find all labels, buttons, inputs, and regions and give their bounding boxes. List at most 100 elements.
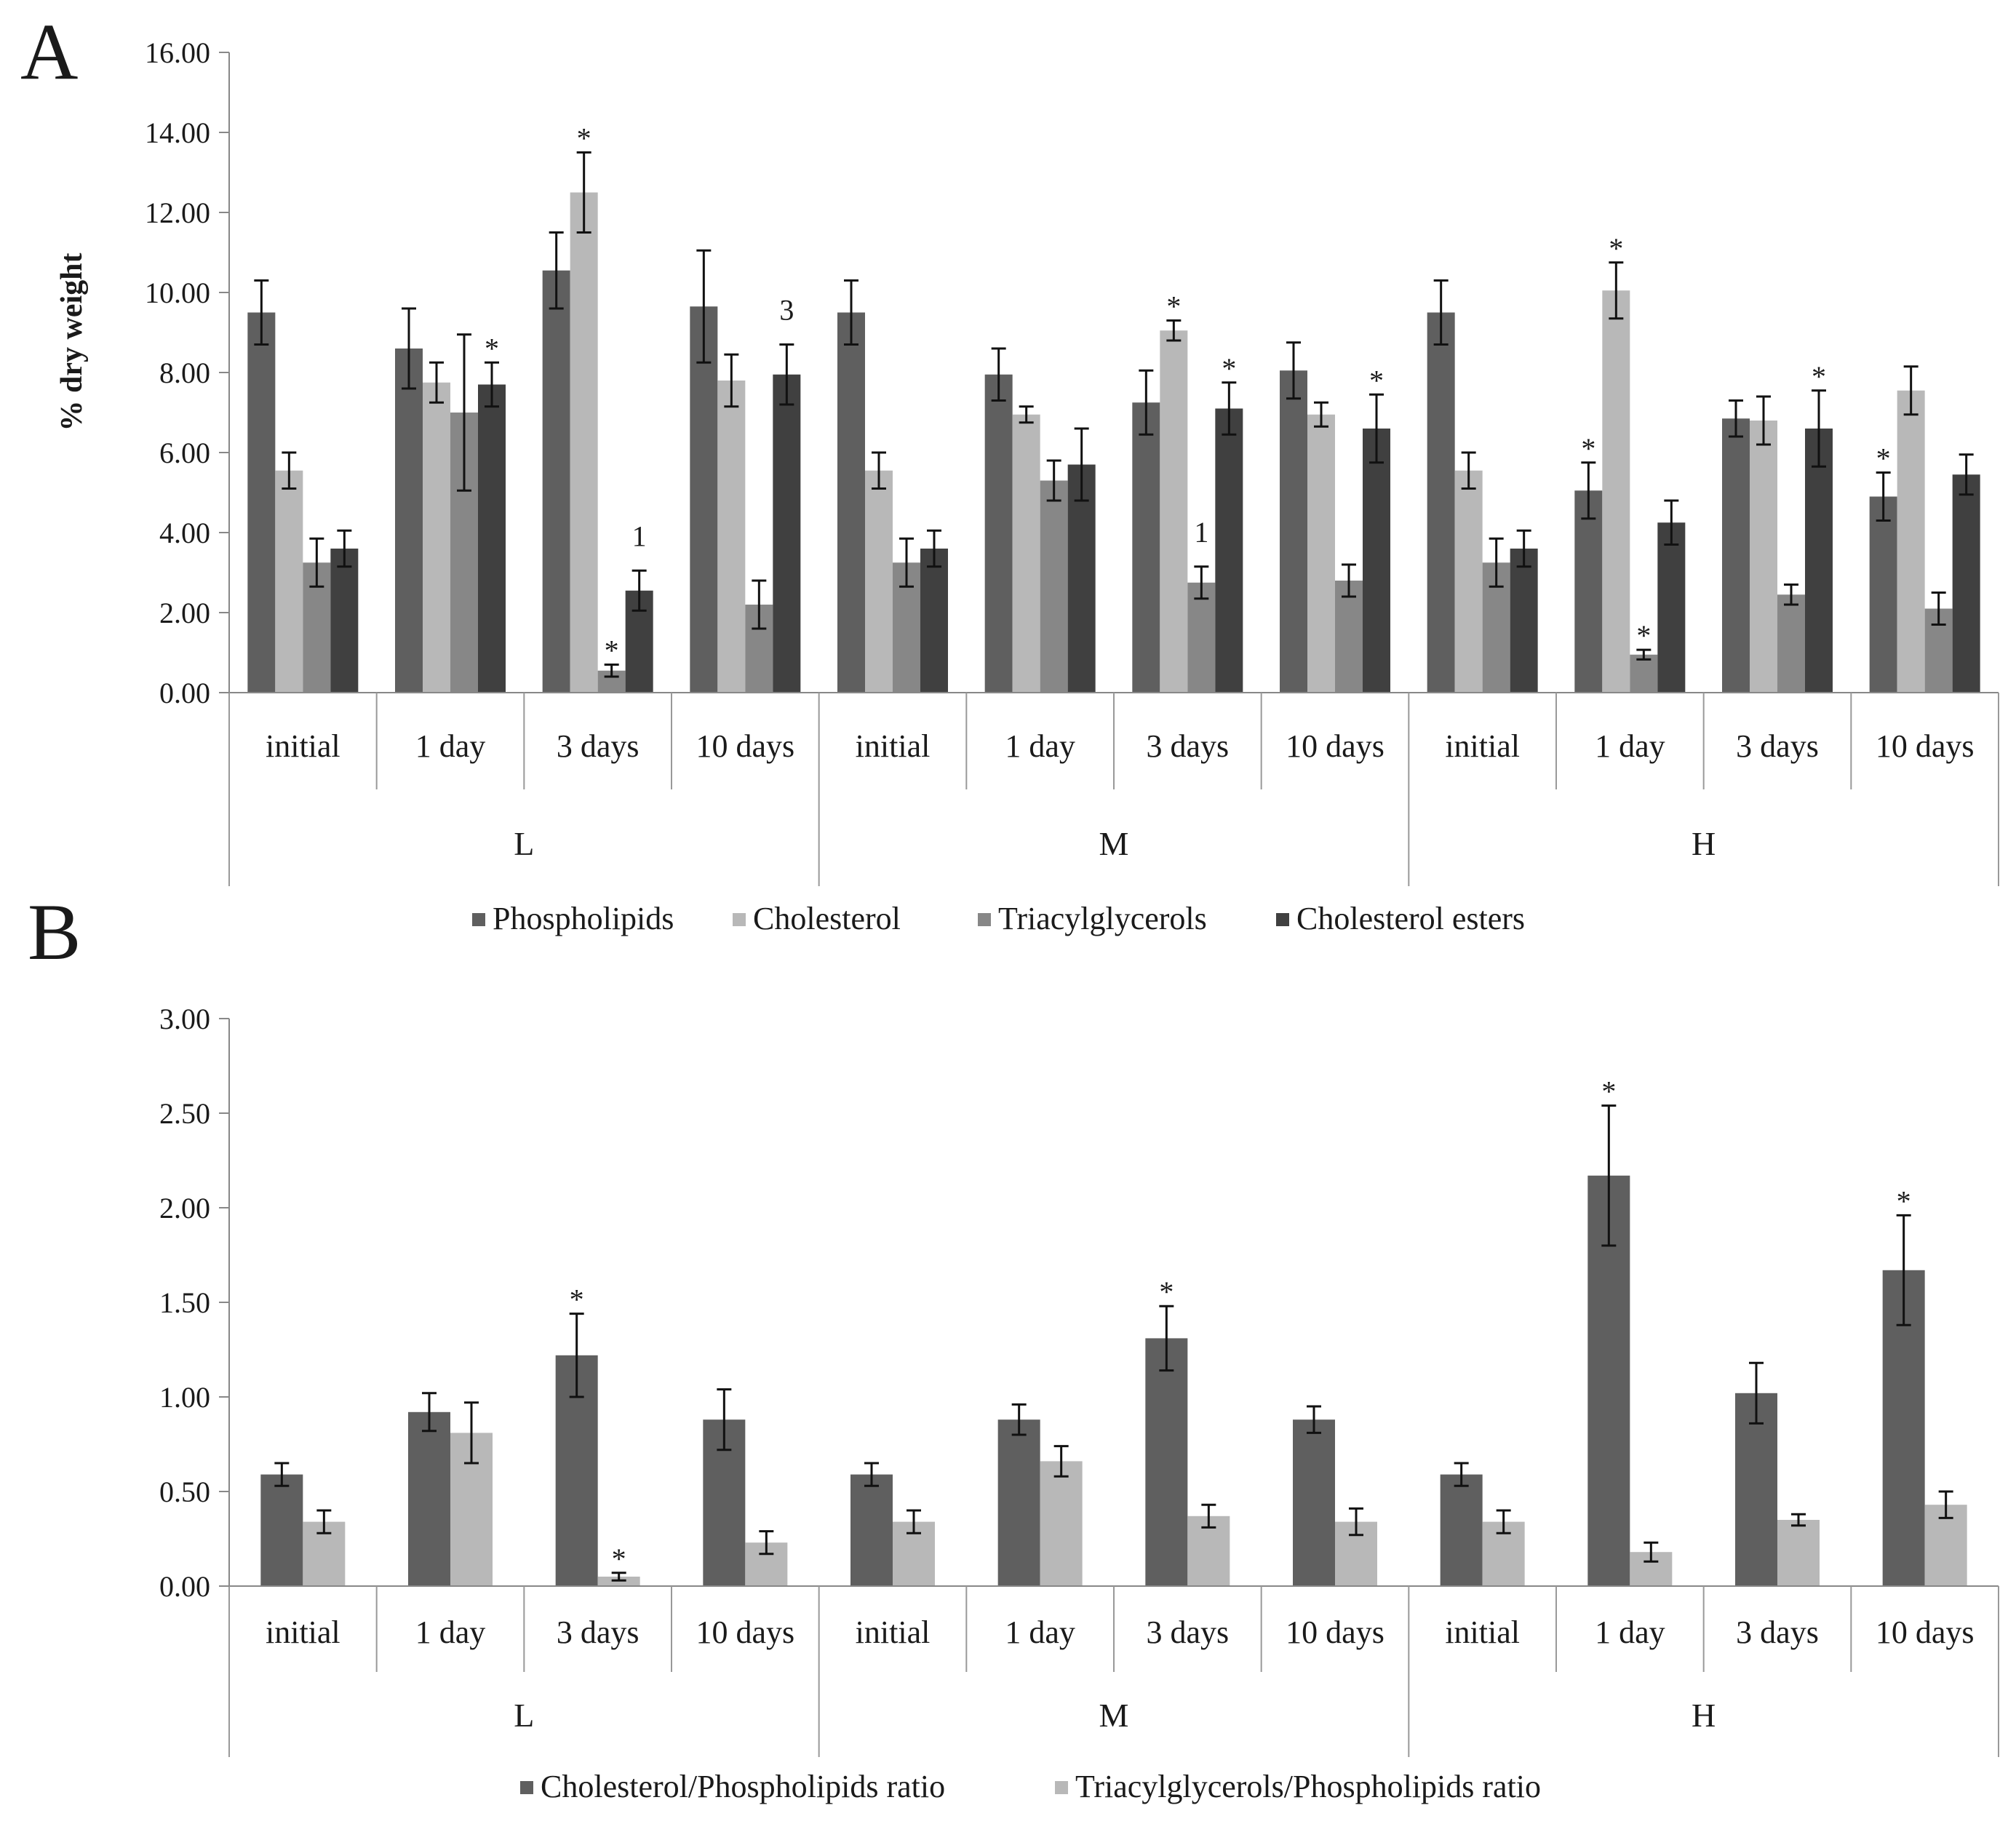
bar xyxy=(984,374,1013,693)
significance-marker: * xyxy=(1897,1184,1911,1217)
bar xyxy=(1012,414,1040,693)
panel-b-legend: Cholesterol/Phospholipids ratio Triacylgl… xyxy=(520,1769,1541,1804)
bar xyxy=(1750,421,1777,693)
bar xyxy=(865,470,893,693)
panel-b-axes xyxy=(228,1019,1999,1757)
category-label: initial xyxy=(856,1614,931,1650)
bar xyxy=(1187,582,1216,693)
bar xyxy=(1335,581,1363,693)
panel-a-y-ticks: 0.00 2.00 4.00 6.00 8.00 10.00 12.00 14.00 16.00 xyxy=(145,36,229,709)
legend-swatch xyxy=(1276,913,1289,926)
significance-marker: 1 xyxy=(632,519,647,552)
significance-marker: * xyxy=(1609,232,1623,265)
significance-marker: * xyxy=(485,332,499,365)
bar xyxy=(690,306,718,693)
panel-b: B 0.00 0.50 1.00 1.50 2.00 2.50 3.00 initial 1 … xyxy=(28,888,1999,1804)
legend-label: Cholesterol xyxy=(753,901,901,936)
panel-a-y-axis-title: % dry weight xyxy=(55,253,89,431)
category-label: 1 day xyxy=(415,728,486,764)
y-tick-label: 6.00 xyxy=(159,437,210,469)
bar xyxy=(478,384,506,693)
bar xyxy=(1160,330,1188,693)
panel-b-letter: B xyxy=(28,888,81,976)
significance-marker: * xyxy=(570,1283,584,1316)
bar xyxy=(1440,1474,1483,1586)
y-tick-label: 0.50 xyxy=(159,1475,210,1508)
bar xyxy=(1145,1338,1188,1586)
category-label: 1 day xyxy=(1595,1614,1665,1650)
y-tick-label: 16.00 xyxy=(145,36,210,69)
legend-swatch xyxy=(1055,1781,1068,1794)
bar xyxy=(1805,429,1833,693)
group-label: H xyxy=(1692,1697,1716,1734)
panel-b-bars xyxy=(260,1104,1967,1586)
bar xyxy=(247,312,276,693)
bar xyxy=(1897,390,1925,693)
panel-a-letter: A xyxy=(20,7,78,96)
bar xyxy=(1630,654,1658,693)
group-label: L xyxy=(514,825,534,862)
significance-marker: * xyxy=(1369,364,1384,397)
y-tick-label: 14.00 xyxy=(145,116,210,149)
y-tick-label: 3.00 xyxy=(159,1003,210,1035)
panel-a-bars xyxy=(247,151,1980,693)
y-tick-label: 0.00 xyxy=(159,1570,210,1603)
panel-a: A % dry weight 0.002.004.006.008.0010.00… xyxy=(20,7,1999,936)
category-label: 1 day xyxy=(1005,1614,1075,1650)
category-label: 10 days xyxy=(1286,1614,1384,1650)
category-label: 3 days xyxy=(557,728,640,764)
category-label: 3 days xyxy=(557,1614,640,1650)
significance-marker: 3 xyxy=(779,294,794,327)
panel-b-annotations: * * * * * xyxy=(570,1075,1911,1575)
bar xyxy=(1777,594,1805,693)
bar xyxy=(423,382,450,693)
bar xyxy=(1510,549,1538,693)
category-label: 10 days xyxy=(696,728,795,764)
bar xyxy=(997,1419,1040,1586)
category-label: initial xyxy=(1445,1614,1520,1650)
panel-a-x-categories: initial 1 day 3 days 10 days initial 1 day 3 d… xyxy=(266,728,1974,862)
bar xyxy=(1602,290,1630,693)
bar xyxy=(850,1474,893,1586)
significance-marker: * xyxy=(1876,442,1891,475)
bar xyxy=(1132,402,1160,693)
significance-marker: * xyxy=(1636,619,1651,652)
significance-marker: * xyxy=(1601,1075,1616,1108)
significance-marker: * xyxy=(1159,1275,1174,1308)
category-label: 1 day xyxy=(1595,728,1665,764)
category-label: 10 days xyxy=(696,1614,795,1650)
category-label: initial xyxy=(266,728,340,764)
significance-marker: * xyxy=(1166,290,1181,323)
panel-b-y-ticks: 0.00 0.50 1.00 1.50 2.00 2.50 3.00 xyxy=(159,1003,229,1603)
panel-b-x-categories: initial 1 day 3 days 10 days initial 1 day 3 d… xyxy=(266,1614,1974,1734)
bar xyxy=(1952,474,1980,693)
bar xyxy=(773,374,801,693)
bar xyxy=(1363,429,1390,693)
significance-marker: * xyxy=(612,1542,626,1575)
bar xyxy=(1293,1419,1335,1586)
y-tick-label: 0.00 xyxy=(159,677,210,709)
bar xyxy=(837,312,865,693)
y-tick-label: 2.50 xyxy=(159,1097,210,1130)
significance-marker: * xyxy=(577,122,591,155)
category-label: 10 days xyxy=(1876,728,1975,764)
y-tick-label: 8.00 xyxy=(159,357,210,389)
category-label: 3 days xyxy=(1147,728,1230,764)
y-tick-label: 1.00 xyxy=(159,1381,210,1414)
bar xyxy=(1067,464,1096,693)
y-tick-label: 12.00 xyxy=(145,196,210,229)
y-tick-label: 2.00 xyxy=(159,597,210,629)
category-label: 1 day xyxy=(415,1614,486,1650)
legend-label: Triacylglycerols xyxy=(998,901,1207,936)
significance-marker: 1 xyxy=(1194,516,1208,549)
category-label: 3 days xyxy=(1147,1614,1230,1650)
category-label: 10 days xyxy=(1876,1614,1975,1650)
group-label: L xyxy=(514,1697,534,1734)
significance-marker: * xyxy=(1581,432,1595,465)
bar xyxy=(1777,1520,1820,1586)
y-tick-label: 4.00 xyxy=(159,517,210,549)
legend-label: Cholesterol esters xyxy=(1296,901,1525,936)
legend-swatch xyxy=(520,1781,533,1794)
bar xyxy=(542,270,570,693)
